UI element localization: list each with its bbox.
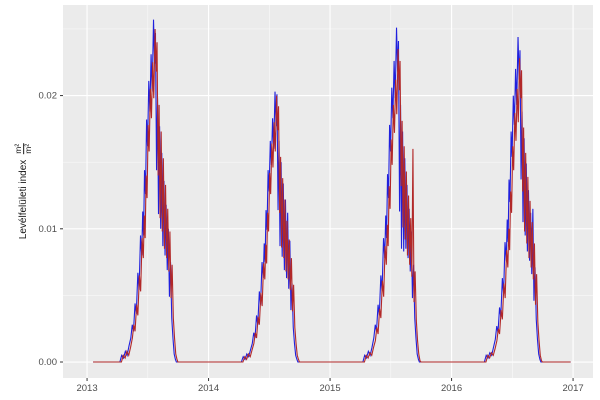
x-axis-tick-label: 2014 (198, 383, 219, 394)
y-axis-tick-label: 0.02 (39, 91, 58, 102)
y-axis-tick-label: 0.00 (39, 357, 58, 368)
series-firebrick-line (93, 28, 571, 363)
x-axis-tick-label: 2016 (441, 383, 462, 394)
y-axis-title-text: Levélfelületi index (18, 159, 30, 240)
plot-panel (63, 5, 593, 378)
y-axis-tick-label: 0.01 (39, 224, 58, 235)
x-axis-tick-label: 2013 (76, 383, 97, 394)
y-axis-unit-denominator: m² (23, 143, 34, 154)
x-axis-tick-label: 2017 (563, 383, 584, 394)
y-axis-title: Levélfelületi index m² m² (13, 142, 34, 240)
y-axis-unit-fraction: m² m² (13, 142, 34, 155)
x-axis-tick-label: 2015 (319, 383, 340, 394)
